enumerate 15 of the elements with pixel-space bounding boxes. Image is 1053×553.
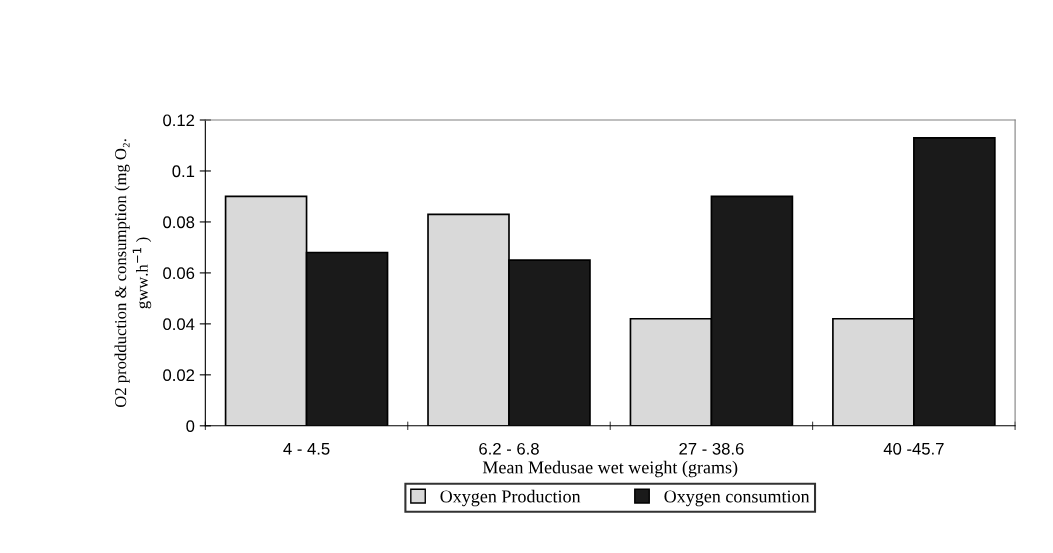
x-axis-title: Mean Medusae wet weight (grams) [482,460,738,478]
x-tick-label: 4 - 4.5 [283,443,330,455]
x-tick-label: 40 -45.7 [883,442,944,455]
y-tick-label: 0.12 [163,114,195,127]
y-tick-label: 0 [186,420,195,433]
legend-label: Oxygen Production [440,489,581,507]
legend-label: Oxygen consumtion [664,490,810,507]
y-axis-title: O2 prodduction & consumption (mg O₂. gww.h$^{−1}$ ) [114,139,152,408]
y-tick-label: 0.04 [163,318,195,331]
x-tick-label: 27 - 38.6 [679,442,744,455]
y-tick-label: 0.06 [163,267,195,280]
x-tick-label: 6.2 - 6.8 [479,442,539,455]
y-tick-label: 0.02 [163,369,195,382]
y-tick-label: 0.08 [163,216,195,229]
y-tick-label: 0.1 [172,165,195,178]
